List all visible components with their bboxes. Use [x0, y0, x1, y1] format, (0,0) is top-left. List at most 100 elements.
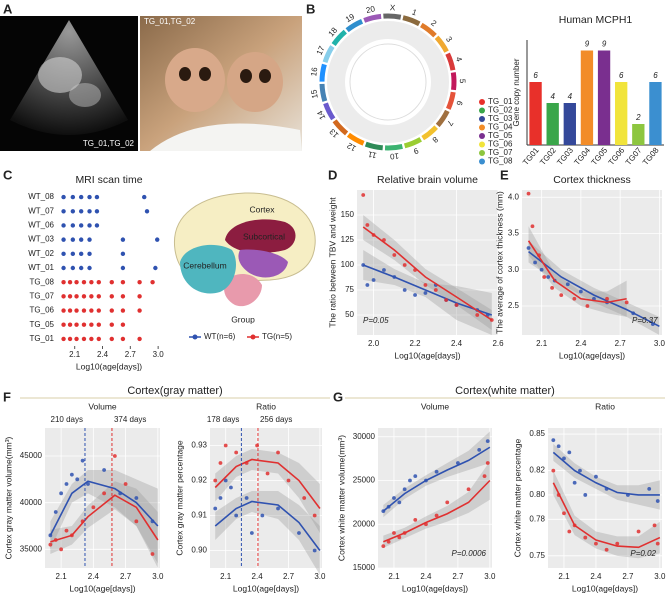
- x-tick-label: TG07: [624, 145, 644, 167]
- x-tick-label: 2.4: [97, 350, 109, 359]
- towel: [150, 123, 302, 151]
- data-point: [86, 482, 90, 486]
- y-tick-label: WT_08: [28, 192, 54, 201]
- data-point: [402, 487, 407, 492]
- scan-point: [89, 336, 94, 342]
- chromosome-label: 15: [309, 88, 319, 99]
- confidence-band: [383, 461, 490, 548]
- data-point: [392, 253, 397, 257]
- fit-line: [50, 494, 159, 543]
- x-tick-label: 2.1: [388, 572, 400, 581]
- scan-point: [120, 279, 126, 285]
- y-tick-label: 3.0: [508, 265, 520, 274]
- data-point: [655, 499, 660, 503]
- chromosome-label: 9: [412, 146, 420, 156]
- value-label: 6: [653, 71, 658, 80]
- scan-point: [96, 308, 102, 313]
- data-point: [365, 223, 370, 227]
- eye: [259, 69, 271, 83]
- value-label: 6: [533, 71, 538, 80]
- fit-line: [362, 264, 493, 316]
- scan-point: [61, 209, 66, 214]
- scan-point: [109, 308, 114, 313]
- scan-point: [87, 251, 92, 257]
- panel-label: F: [3, 389, 11, 404]
- data-point: [48, 533, 53, 538]
- confidence-band: [363, 250, 492, 335]
- y-axis-label: The ratio between TBV and weight: [327, 197, 337, 328]
- chromosome-arc: [445, 91, 456, 110]
- x-tick-label: 2.4: [420, 572, 432, 581]
- chart-title: Cortex thickness: [553, 174, 631, 186]
- scan-point: [142, 194, 147, 200]
- data-point: [485, 461, 490, 465]
- eye: [240, 69, 252, 83]
- data-point: [386, 539, 391, 544]
- data-point: [218, 496, 223, 500]
- scan-point: [94, 223, 100, 228]
- chromosome-arc: [402, 15, 421, 27]
- scan-point: [87, 194, 92, 200]
- monkey-face: [227, 52, 283, 112]
- data-point: [223, 443, 228, 448]
- scan-point: [78, 223, 84, 228]
- y-tick-label: TG_08: [30, 277, 55, 286]
- data-point: [312, 548, 317, 553]
- cerebellum-region: [180, 244, 236, 294]
- scan-point: [74, 336, 79, 342]
- chromosome-label: X: [390, 3, 397, 12]
- scan-point: [89, 322, 94, 327]
- monkey-face: [165, 48, 225, 112]
- legend-swatch: [250, 334, 256, 340]
- legend-label: TG_08: [488, 157, 513, 166]
- chromosome-label: 5: [458, 79, 467, 84]
- legend-label: TG_03: [488, 114, 513, 123]
- chromosome-label: 6: [454, 100, 464, 107]
- y-tick-label: WT_07: [28, 206, 54, 215]
- y-axis-label: Cortex gray matter percentage: [174, 440, 184, 556]
- chromosome-label: 20: [365, 4, 376, 15]
- chromosome-label: 1: [411, 7, 419, 17]
- fit-line: [214, 500, 321, 551]
- circos-inner: [349, 43, 427, 121]
- scan-point: [67, 294, 73, 299]
- data-point: [652, 523, 657, 528]
- eye: [199, 67, 211, 81]
- scan-point: [109, 294, 114, 299]
- legend-swatch: [479, 133, 485, 139]
- data-point: [559, 293, 564, 298]
- scan-point: [120, 251, 126, 257]
- x-tick-label: 2.7: [452, 572, 464, 581]
- y-tick-label: WT_06: [28, 221, 54, 230]
- scan-point: [61, 308, 66, 313]
- x-axis-label: Log10(age[days]): [402, 583, 468, 593]
- scan-point: [120, 322, 126, 327]
- data-point: [392, 496, 396, 500]
- chromosome-label: 16: [309, 66, 319, 77]
- data-point: [556, 493, 561, 497]
- data-point: [489, 318, 494, 322]
- confidence-band: [528, 226, 627, 317]
- data-point: [276, 506, 280, 511]
- bar: [563, 103, 576, 145]
- x-tick-label: 3.0: [484, 572, 496, 581]
- y-tick-label: 2.5: [508, 301, 520, 310]
- data-point: [424, 478, 428, 483]
- scan-point: [67, 336, 73, 342]
- data-point: [234, 450, 239, 455]
- x-tick-label: 2.1: [536, 339, 548, 348]
- data-point: [276, 450, 280, 455]
- bar: [529, 82, 542, 145]
- data-point: [397, 500, 402, 505]
- group-header: Cortex(white matter): [455, 385, 555, 397]
- x-tick-label: 2.6: [492, 339, 504, 348]
- bar: [546, 103, 559, 145]
- scan-point: [89, 279, 94, 285]
- legend-title: Group: [231, 314, 255, 324]
- value-label: 4: [568, 92, 573, 101]
- data-point: [526, 191, 531, 196]
- y-tick-label: 15000: [353, 563, 376, 572]
- data-point: [392, 531, 396, 535]
- x-tick-label: 2.0: [368, 339, 380, 348]
- x-tick-label: 2.4: [451, 339, 463, 348]
